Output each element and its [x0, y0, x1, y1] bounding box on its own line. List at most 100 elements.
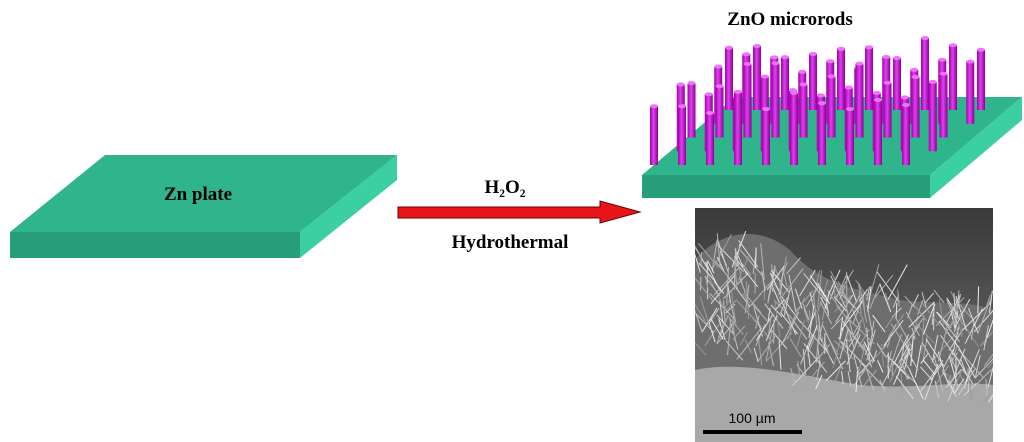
needle	[765, 315, 778, 342]
needle	[886, 335, 892, 348]
needle	[830, 270, 843, 295]
needle	[802, 349, 806, 375]
needle	[807, 324, 818, 350]
rod-top	[900, 95, 909, 100]
needle	[987, 365, 993, 388]
needle	[736, 328, 762, 360]
needle	[988, 290, 993, 314]
rod	[743, 64, 752, 138]
needle	[910, 335, 914, 367]
needle	[855, 279, 870, 299]
needle	[803, 308, 809, 323]
rod	[725, 47, 733, 110]
rod-top	[882, 54, 891, 59]
rods-title: ZnO microrods	[727, 9, 852, 30]
needle	[862, 343, 873, 368]
rod	[790, 92, 798, 165]
needle	[738, 240, 759, 268]
rod	[734, 91, 742, 165]
needle	[710, 275, 735, 304]
needle	[858, 284, 868, 323]
needle	[840, 300, 864, 332]
needle	[891, 358, 893, 376]
needle	[861, 362, 871, 374]
needle	[924, 363, 939, 401]
needle	[695, 253, 701, 273]
needle	[954, 298, 971, 328]
needle	[841, 370, 844, 384]
needle	[785, 257, 802, 275]
needle	[695, 303, 708, 325]
needle	[857, 370, 877, 394]
needle	[926, 364, 950, 398]
needle	[808, 310, 811, 324]
needle	[726, 275, 751, 307]
needle	[721, 299, 730, 316]
needle	[909, 370, 924, 399]
needle	[989, 386, 993, 392]
needle	[912, 294, 919, 307]
rod-top	[678, 104, 686, 109]
needle	[709, 292, 736, 321]
needle	[931, 335, 939, 363]
needle	[874, 343, 888, 359]
rod-top	[837, 46, 845, 51]
needle	[695, 309, 703, 333]
needle	[698, 243, 719, 268]
needle	[920, 352, 929, 364]
rod	[855, 63, 864, 138]
rod	[762, 109, 770, 165]
needle	[935, 297, 965, 327]
rod-top	[715, 84, 724, 89]
needle	[755, 315, 760, 329]
microrods	[650, 36, 985, 165]
rod-top	[938, 57, 947, 62]
needle	[888, 314, 905, 338]
needle	[877, 360, 884, 373]
needle	[779, 268, 784, 299]
needle	[809, 292, 815, 309]
needle	[766, 265, 785, 291]
needle	[767, 308, 771, 321]
rod-top	[790, 90, 798, 95]
rod-top	[799, 82, 808, 87]
rod	[715, 86, 724, 138]
needle	[941, 370, 955, 395]
rod	[650, 106, 658, 165]
needle	[753, 347, 759, 363]
needle	[735, 253, 739, 267]
needle	[788, 274, 797, 313]
needle	[960, 313, 963, 335]
needle	[839, 316, 844, 339]
rod-top	[650, 104, 658, 109]
needle	[866, 286, 871, 301]
needle	[802, 303, 810, 320]
needle	[836, 289, 855, 309]
rod	[911, 77, 920, 138]
needle	[856, 344, 866, 381]
rod-top	[676, 82, 685, 87]
needle	[954, 378, 965, 394]
needle	[985, 378, 988, 396]
needle	[937, 323, 949, 362]
needle	[815, 374, 823, 390]
needle	[716, 238, 729, 272]
needle	[897, 344, 905, 376]
rod-top	[762, 107, 770, 112]
needle	[883, 319, 904, 347]
needle	[921, 292, 927, 308]
needle	[847, 317, 875, 345]
needle	[869, 320, 875, 352]
needle	[778, 340, 782, 370]
rod-top	[846, 107, 854, 112]
rod-top	[911, 75, 920, 80]
needle	[865, 367, 875, 391]
needle	[719, 300, 724, 323]
needle	[966, 368, 972, 400]
needle	[866, 327, 871, 366]
rod-top	[928, 79, 937, 84]
rod-top	[770, 55, 779, 60]
needle	[895, 302, 898, 319]
needle	[982, 389, 993, 404]
needle	[768, 342, 774, 367]
